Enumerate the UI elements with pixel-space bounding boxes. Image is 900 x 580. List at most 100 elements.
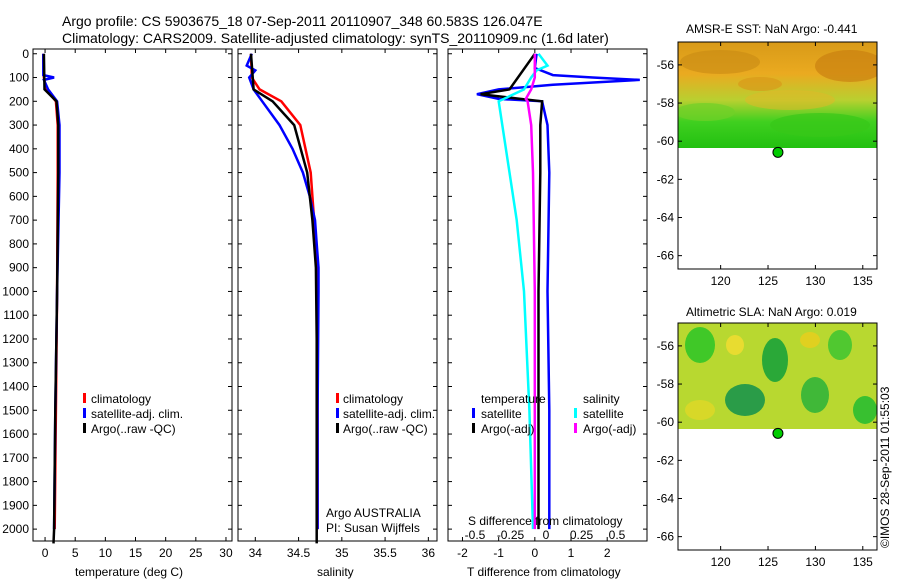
salinity-lines — [245, 53, 320, 544]
legend-swatch-climatology — [336, 393, 339, 403]
lat-tick-label: -64 — [657, 491, 675, 505]
depth-tick-label: 200 — [9, 94, 29, 108]
series-line-climatology — [249, 53, 319, 530]
salinity-x-label: salinity — [317, 565, 354, 579]
temperature-legend: climatology satellite-adj. clim. Argo(..… — [83, 392, 183, 436]
top-x-tick-label: -0.5 — [465, 528, 486, 542]
series-line-t-satellite — [476, 53, 640, 530]
depth-tick-label: 600 — [9, 189, 29, 203]
x-tick-label: 35.5 — [373, 546, 397, 560]
depth-tick-label: 800 — [9, 237, 29, 251]
x-tick-label: 25 — [189, 546, 203, 560]
x-tick-label: 34 — [249, 546, 263, 560]
temperature-axes-frame — [32, 48, 233, 542]
difference-panel: -2 -1 0 1 2 -0.5 -0.25 0 0.25 0.5 S difference f… — [447, 48, 648, 579]
temperature-lines — [42, 53, 61, 544]
lon-tick-label: 135 — [853, 555, 873, 569]
salinity-axes-frame — [237, 48, 438, 542]
legend-swatch-satellite — [336, 408, 339, 418]
depth-tick-label: 900 — [9, 261, 29, 275]
salinity-difference-axis: -0.5 -0.25 0 0.25 0.5 — [465, 528, 626, 542]
x-tick-label: 34.5 — [287, 546, 311, 560]
legend-s-argo: Argo(-adj) — [583, 422, 636, 436]
salinity-depth-ticks — [238, 53, 437, 530]
sst-argo-position-marker — [772, 146, 784, 158]
legend-swatch-climatology — [83, 393, 86, 403]
sst-map-title: AMSR-E SST: NaN Argo: -0.441 — [686, 22, 858, 36]
series-line-s-satellite — [497, 53, 550, 530]
sst-map-texture — [678, 50, 877, 137]
temperature-x-label: temperature (deg C) — [75, 565, 183, 579]
depth-tick-label: 1300 — [2, 356, 29, 370]
legend-climatology: climatology — [343, 392, 403, 406]
depth-tick-label: 1400 — [2, 380, 29, 394]
salinity-x-axis: 34 34.5 35 35.5 36 — [249, 49, 435, 560]
legend-climatology: climatology — [91, 392, 151, 406]
depth-tick-label: 1200 — [2, 332, 29, 346]
sla-map-title: Altimetric SLA: NaN Argo: 0.019 — [686, 305, 857, 319]
depth-tick-label: 100 — [9, 71, 29, 85]
depth-tick-label: 1900 — [2, 498, 29, 512]
x-tick-label: -1 — [493, 546, 504, 560]
legend-argo: Argo(..raw -QC) — [91, 422, 176, 436]
float-owner-annotation: Argo AUSTRALIA — [326, 506, 421, 520]
legend-swatch-t-satellite — [472, 408, 475, 418]
lat-tick-label: -58 — [657, 377, 675, 391]
top-x-tick-label: 0.5 — [609, 528, 626, 542]
lat-tick-label: -66 — [657, 530, 675, 544]
lat-tick-label: -62 — [657, 172, 675, 186]
lat-tick-label: -60 — [657, 134, 675, 148]
x-tick-label: 0 — [42, 546, 49, 560]
legend-satellite: satellite-adj. clim. — [91, 407, 183, 421]
depth-tick-label: 300 — [9, 118, 29, 132]
lat-tick-label: -62 — [657, 453, 675, 467]
figure-title-line2: Climatology: CARS2009. Satellite-adjuste… — [62, 30, 609, 46]
depth-tick-label: 0 — [22, 47, 29, 61]
series-line-argo-raw-qc — [249, 53, 318, 544]
depth-tick-label: 1000 — [2, 284, 29, 298]
lat-tick-label: -58 — [657, 96, 675, 110]
x-tick-label: 5 — [72, 546, 79, 560]
sla-map-frame — [677, 322, 878, 551]
t-difference-label: T difference from climatology — [467, 565, 621, 579]
x-tick-label: 30 — [219, 546, 233, 560]
lat-tick-label: -56 — [657, 339, 675, 353]
series-line-s-argo-adj — [524, 53, 537, 530]
top-x-tick-label: -0.25 — [497, 528, 525, 542]
depth-axis: 0 100 200 300 400 500 600 700 800 900 1000 1100 1200… — [2, 47, 232, 536]
top-x-tick-label: 0.25 — [570, 528, 594, 542]
legend-swatch-argo — [336, 423, 339, 433]
difference-lines — [476, 53, 640, 530]
s-difference-label: S difference from climatology — [468, 514, 623, 528]
lat-tick-label: -60 — [657, 415, 675, 429]
legend-t-satellite: satellite — [481, 407, 522, 421]
sst-map-axes: 120 125 130 135 -56 -58 -60 -62 -64 -66 — [657, 42, 877, 288]
legend-salinity-heading: salinity — [583, 392, 620, 406]
legend-swatch-satellite — [83, 408, 86, 418]
x-tick-label: 20 — [159, 546, 173, 560]
sst-map-panel: AMSR-E SST: NaN Argo: -0.441 120 125 130 13… — [657, 22, 878, 288]
legend-satellite: satellite-adj. clim. — [343, 407, 435, 421]
legend-swatch-argo — [83, 423, 86, 433]
temperature-x-axis: 0 5 10 15 20 25 30 — [42, 49, 233, 560]
legend-t-argo: Argo(-adj) — [481, 422, 534, 436]
depth-tick-label: 2000 — [2, 522, 29, 536]
difference-depth-ticks — [448, 53, 647, 530]
legend-swatch-s-argo — [574, 423, 577, 433]
x-tick-label: 2 — [604, 546, 611, 560]
series-line-satellite-adj-clim — [245, 53, 320, 530]
depth-tick-label: 700 — [9, 213, 29, 227]
x-tick-label: -2 — [457, 546, 468, 560]
lon-tick-label: 120 — [711, 555, 731, 569]
lat-tick-label: -64 — [657, 210, 675, 224]
sst-map-frame — [677, 41, 878, 270]
depth-tick-label: 1100 — [3, 308, 29, 322]
lon-tick-label: 130 — [805, 555, 825, 569]
salinity-legend: climatology satellite-adj. clim. Argo(..… — [336, 392, 435, 436]
lon-tick-label: 130 — [805, 274, 825, 288]
x-tick-label: 15 — [129, 546, 143, 560]
depth-tick-label: 400 — [9, 142, 29, 156]
lon-tick-label: 120 — [711, 274, 731, 288]
depth-tick-label: 1800 — [2, 475, 29, 489]
